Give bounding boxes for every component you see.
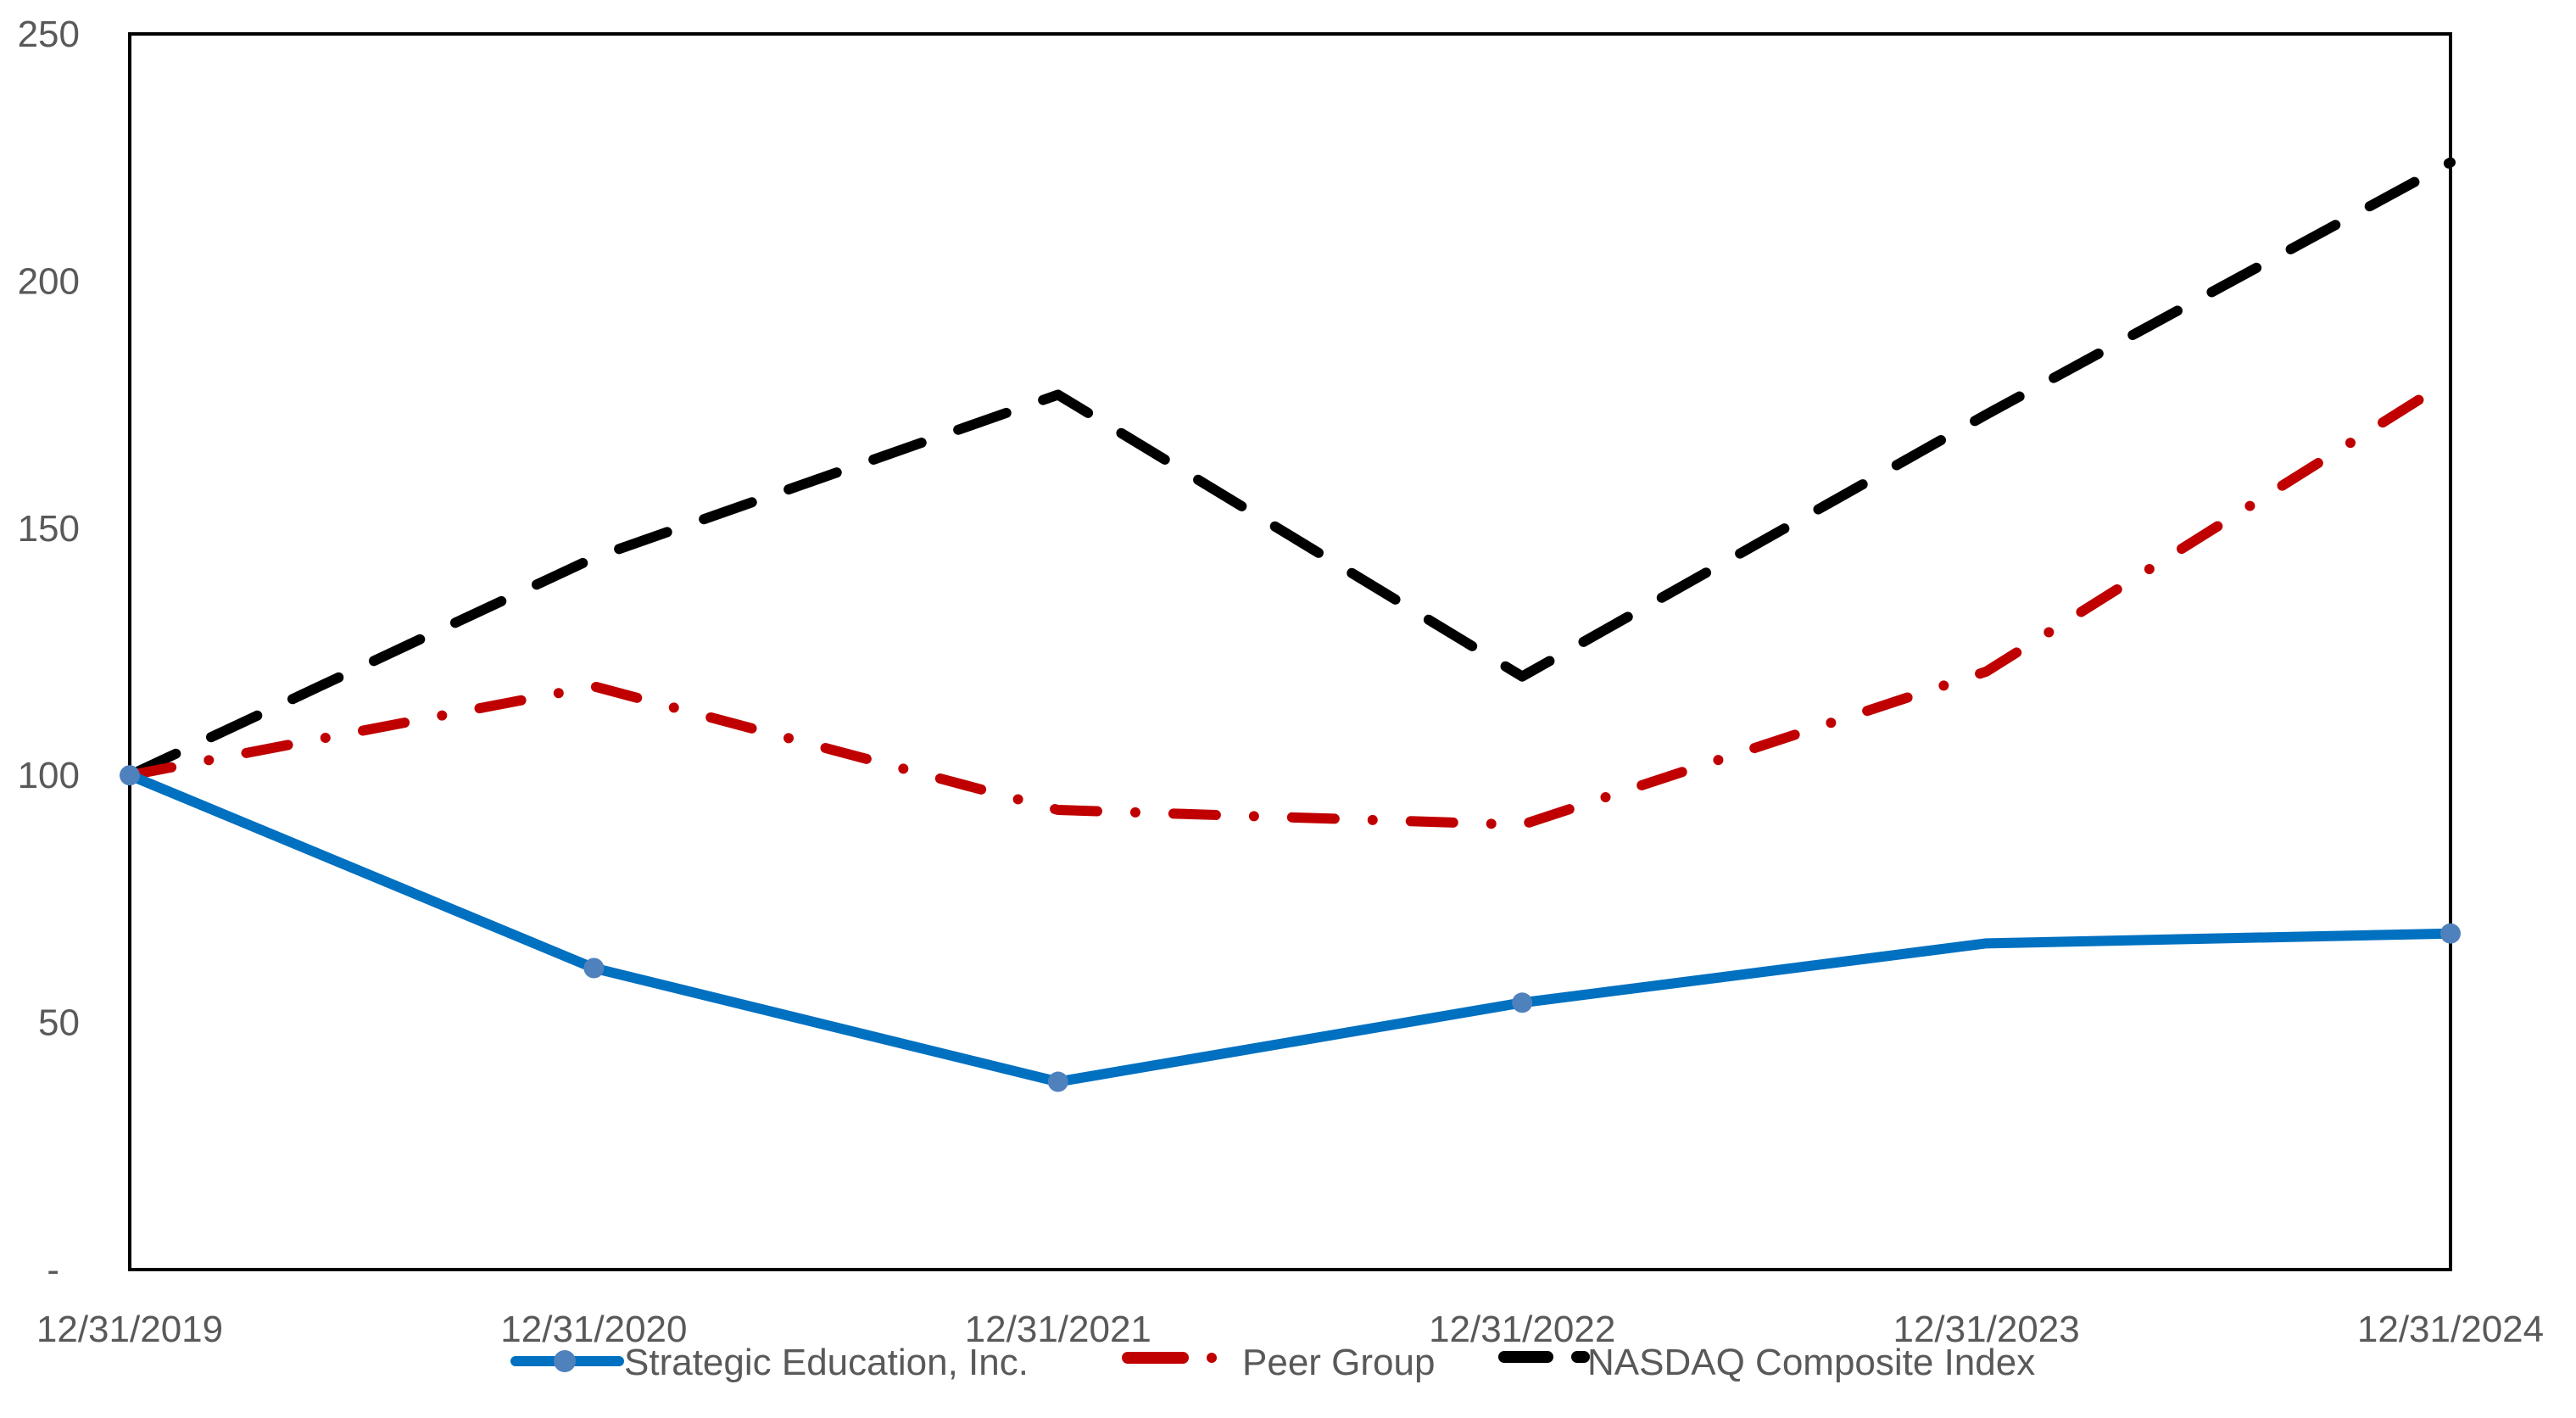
x-tick-label: 12/31/2020 bbox=[500, 1309, 687, 1350]
data-point-marker[interactable] bbox=[1047, 1071, 1068, 1092]
legend-item-peer-group[interactable]: Peer Group bbox=[1122, 1342, 1435, 1383]
x-tick-label: 12/31/2019 bbox=[36, 1309, 223, 1350]
y-tick-label: 200 bbox=[18, 260, 80, 302]
y-tick-label: - bbox=[47, 1249, 59, 1291]
data-point-marker[interactable] bbox=[120, 765, 140, 786]
series-line-peer-group bbox=[125, 374, 2456, 830]
data-point-marker[interactable] bbox=[583, 957, 605, 979]
legend-marker-icon bbox=[554, 1350, 576, 1372]
x-tick-label: 12/31/2021 bbox=[965, 1309, 1151, 1350]
legend-item-nasdaq[interactable]: NASDAQ Composite Index bbox=[1498, 1342, 2035, 1383]
x-axis: 12/31/2019 12/31/2020 12/31/2021 12/31/2022… bbox=[36, 1309, 2544, 1350]
y-axis: - 50 100 150 200 250 bbox=[18, 14, 80, 1291]
y-tick-label: 150 bbox=[18, 508, 80, 550]
legend: Strategic Education, Inc. Peer Group NAS… bbox=[510, 1342, 2035, 1383]
legend-label-nasdaq: NASDAQ Composite Index bbox=[1587, 1342, 2035, 1383]
legend-swatch-dot-icon bbox=[1207, 1353, 1217, 1363]
legend-label-strategic-education: Strategic Education, Inc. bbox=[624, 1342, 1029, 1383]
x-tick-label: 12/31/2024 bbox=[2357, 1309, 2544, 1350]
series-layer bbox=[120, 157, 2461, 1092]
x-tick-label: 12/31/2023 bbox=[1893, 1309, 2079, 1350]
plot-frame bbox=[128, 32, 2452, 1271]
legend-item-strategic-education[interactable]: Strategic Education, Inc. bbox=[510, 1342, 1029, 1383]
series-line-nasdaq-composite-index bbox=[125, 157, 2456, 781]
legend-label-peer-group: Peer Group bbox=[1242, 1342, 1435, 1383]
y-tick-label: 250 bbox=[18, 14, 80, 55]
y-tick-label: 100 bbox=[18, 755, 80, 796]
x-tick-label: 12/31/2022 bbox=[1429, 1309, 1615, 1350]
y-tick-label: 50 bbox=[38, 1002, 80, 1044]
plot-area bbox=[120, 32, 2461, 1271]
series-line-strategic-education-inc bbox=[125, 770, 2456, 1087]
data-point-marker[interactable] bbox=[1512, 992, 1533, 1013]
data-point-marker[interactable] bbox=[2440, 923, 2461, 944]
